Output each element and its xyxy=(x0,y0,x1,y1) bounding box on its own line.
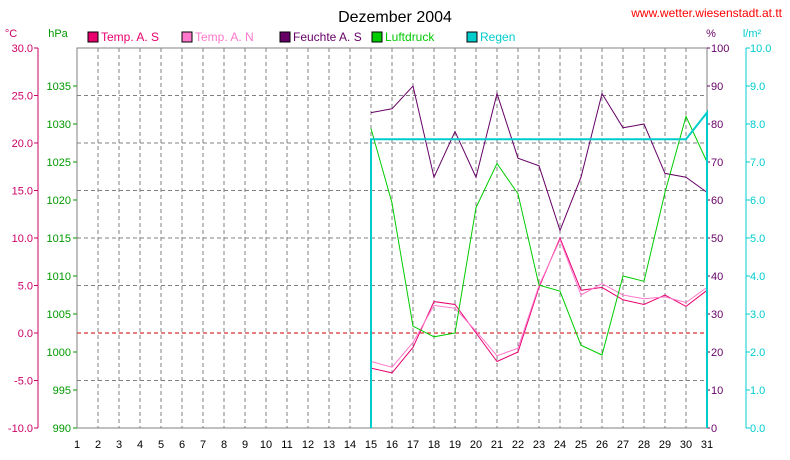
temp-tick-label: 10.0 xyxy=(12,233,33,245)
rain-tick-label: 0.0 xyxy=(750,423,765,435)
rain-tick-label: 7.0 xyxy=(750,157,765,169)
pressure-tick-label: 1005 xyxy=(47,309,71,321)
x-tick-label: 10 xyxy=(260,439,272,451)
temp-tick-label: 15.0 xyxy=(12,186,33,198)
rain-tick-label: 10.0 xyxy=(750,43,771,55)
x-tick-label: 3 xyxy=(116,439,122,451)
series-regen xyxy=(370,109,708,428)
temp-tick-label: 0.0 xyxy=(18,328,33,340)
pressure-tick-label: 1030 xyxy=(47,119,71,131)
rain-tick-label: 3.0 xyxy=(750,309,765,321)
rain-tick-label: 2.0 xyxy=(750,347,765,359)
x-tick-label: 6 xyxy=(179,439,185,451)
series-feuchte-a-s xyxy=(370,84,708,232)
x-tick-label: 13 xyxy=(323,439,335,451)
temp-tick-label: 20.0 xyxy=(12,138,33,150)
source-url: www.wetter.wiesenstadt.at.tt xyxy=(630,6,782,20)
pressure-tick-label: 1020 xyxy=(47,195,71,207)
x-tick-label: 24 xyxy=(554,439,566,451)
humidity-tick-label: 0 xyxy=(711,423,717,435)
humidity-tick-label: 100 xyxy=(711,43,729,55)
temp-tick-label: 25.0 xyxy=(12,91,33,103)
series-luftdruck xyxy=(370,114,708,356)
legend-label-feuchte-a-s: Feuchte A. S xyxy=(293,30,362,44)
x-tick-label: 27 xyxy=(617,439,629,451)
legend-swatch-regen xyxy=(466,31,478,43)
pressure-tick-label: 1010 xyxy=(47,271,71,283)
x-tick-label: 2 xyxy=(95,439,101,451)
rain-tick-label: 4.0 xyxy=(750,271,765,283)
pressure-tick-label: 995 xyxy=(53,385,71,397)
x-tick-label: 17 xyxy=(407,439,419,451)
x-tick-label: 9 xyxy=(242,439,248,451)
x-tick-label: 22 xyxy=(512,439,524,451)
x-tick-label: 1 xyxy=(74,439,80,451)
x-tick-label: 14 xyxy=(344,439,356,451)
x-tick-label: 31 xyxy=(701,439,713,451)
legend-swatch-luftdruck xyxy=(371,31,383,43)
x-tick-label: 15 xyxy=(365,439,377,451)
legend-label-temp-a-n: Temp. A. N xyxy=(195,30,254,44)
x-tick-label: 8 xyxy=(221,439,227,451)
x-tick-label: 12 xyxy=(302,439,314,451)
chart-title: Dezember 2004 xyxy=(338,9,452,26)
pressure-tick-label: 990 xyxy=(53,423,71,435)
humidity-tick-label: 10 xyxy=(711,385,723,397)
pressure-tick-label: 1025 xyxy=(47,157,71,169)
temp-unit-label: °C xyxy=(5,28,17,40)
x-tick-label: 18 xyxy=(428,439,440,451)
temp-tick-label: 5.0 xyxy=(18,281,33,293)
rain-tick-label: 1.0 xyxy=(750,385,765,397)
rain-tick-label: 5.0 xyxy=(750,233,765,245)
humidity-tick-label: 50 xyxy=(711,233,723,245)
rain-unit-label: l/m² xyxy=(743,28,762,40)
rain-tick-label: 6.0 xyxy=(750,195,765,207)
humidity-tick-label: 70 xyxy=(711,157,723,169)
pressure-tick-label: 1000 xyxy=(47,347,71,359)
x-tick-label: 16 xyxy=(386,439,398,451)
humidity-tick-label: 90 xyxy=(711,81,723,93)
pressure-tick-label: 1015 xyxy=(47,233,71,245)
x-tick-label: 25 xyxy=(575,439,587,451)
legend-label-luftdruck: Luftdruck xyxy=(385,30,435,44)
legend-swatch-temp-a-s xyxy=(87,31,99,43)
temp-tick-label: -10.0 xyxy=(8,423,33,435)
humidity-tick-label: 40 xyxy=(711,271,723,283)
legend: Temp. A. S Temp. A. N Feuchte A. S Luftdruc… xyxy=(87,30,515,44)
pressure-tick-label: 1035 xyxy=(47,81,71,93)
humidity-tick-label: 20 xyxy=(711,347,723,359)
temp-tick-label: 30.0 xyxy=(12,43,33,55)
x-tick-label: 21 xyxy=(491,439,503,451)
legend-swatch-temp-a-n xyxy=(181,31,193,43)
grid xyxy=(77,48,707,428)
series-layer xyxy=(370,84,708,428)
x-tick-label: 11 xyxy=(281,439,292,451)
legend-label-regen: Regen xyxy=(480,30,515,44)
x-tick-label: 4 xyxy=(137,439,143,451)
rain-tick-label: 8.0 xyxy=(750,119,765,131)
axes: 30.025.020.015.010.05.00.0-5.0-10.010351… xyxy=(8,43,772,451)
x-tick-label: 19 xyxy=(449,439,461,451)
humidity-unit-label: % xyxy=(706,28,716,40)
x-tick-label: 30 xyxy=(680,439,692,451)
humidity-tick-label: 30 xyxy=(711,309,723,321)
legend-label-temp-a-s: Temp. A. S xyxy=(101,30,159,44)
temp-tick-label: -5.0 xyxy=(14,376,33,388)
x-tick-label: 26 xyxy=(596,439,608,451)
x-tick-label: 28 xyxy=(638,439,650,451)
x-tick-label: 23 xyxy=(533,439,545,451)
x-tick-label: 29 xyxy=(659,439,671,451)
humidity-tick-label: 80 xyxy=(711,119,723,131)
x-tick-label: 20 xyxy=(470,439,482,451)
x-tick-label: 7 xyxy=(200,439,206,451)
rain-tick-label: 9.0 xyxy=(750,81,765,93)
legend-swatch-feuchte-a-s xyxy=(279,31,291,43)
pressure-unit-label: hPa xyxy=(48,28,68,40)
humidity-tick-label: 60 xyxy=(711,195,723,207)
x-tick-label: 5 xyxy=(158,439,164,451)
